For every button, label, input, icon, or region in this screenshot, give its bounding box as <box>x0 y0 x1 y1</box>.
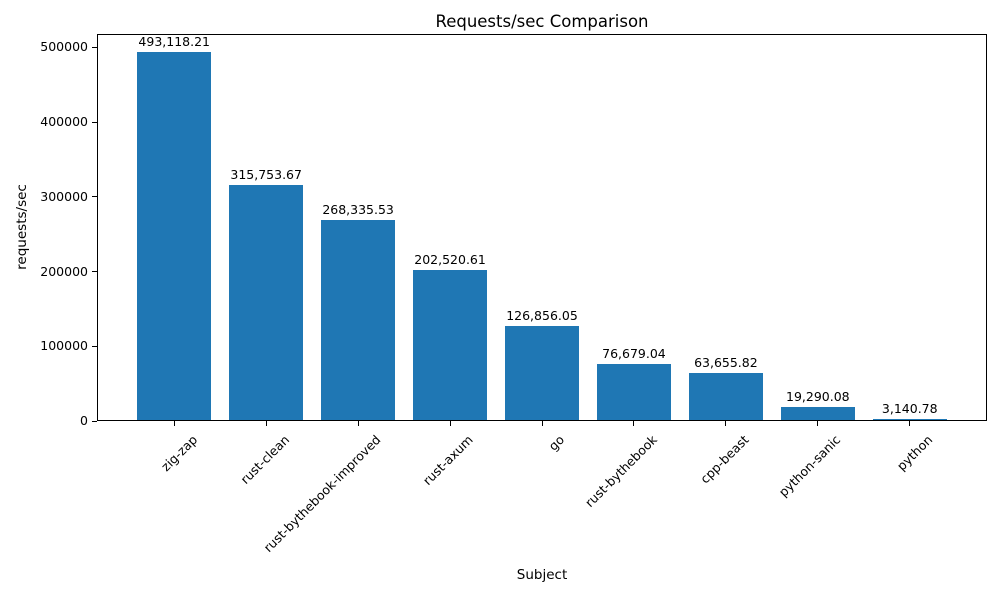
x-tick-mark <box>725 421 727 426</box>
bar-cpp-beast <box>689 373 763 421</box>
x-tick-label-python: python <box>893 432 936 474</box>
x-axis-label: Subject <box>516 567 568 583</box>
bar-python <box>872 418 947 421</box>
y-tick-label: 0 <box>80 413 88 428</box>
bar-value-label: 19,290.08 <box>786 388 850 404</box>
bar-value-label: 76,679.04 <box>602 345 666 361</box>
x-tick-label-zig-zap: zig-zap <box>157 432 200 475</box>
x-tick-label-rust-axum: rust-axum <box>419 432 476 488</box>
y-tick-mark <box>92 46 97 48</box>
x-tick-label-python-sanic: python-sanic <box>775 432 844 500</box>
x-tick-label-go: go <box>545 432 568 454</box>
bar-value-label: 63,655.82 <box>694 355 758 371</box>
bar-value-label: 268,335.53 <box>322 202 394 218</box>
x-tick-mark <box>909 421 911 426</box>
bar-rust-bythebook <box>597 363 671 421</box>
x-tick-mark <box>357 421 359 426</box>
bar-rust-bythebook-improved <box>321 220 395 421</box>
x-tick-label-rust-bythebook: rust-bythebook <box>581 432 660 511</box>
chart-title: Requests/sec Comparison <box>435 12 649 31</box>
bar-value-label: 493,118.21 <box>138 34 210 50</box>
x-tick-mark <box>173 421 175 426</box>
plot-area: 493,118.21 315,753.67 268,335.53 202,520.61… <box>97 34 987 421</box>
y-tick-label: 300000 <box>40 188 88 204</box>
y-tick-mark <box>92 271 97 272</box>
y-tick-mark <box>92 420 97 422</box>
y-tick-mark <box>92 121 97 123</box>
bar-value-label: 3,140.78 <box>881 400 938 416</box>
bar-value-label: 202,520.61 <box>414 251 486 267</box>
y-tick-label: 400000 <box>40 114 88 130</box>
bar-python-sanic <box>781 406 855 421</box>
y-tick-label: 500000 <box>40 39 88 55</box>
y-axis-label: requests/sec <box>14 184 30 270</box>
y-tick-label: 100000 <box>40 338 88 354</box>
x-tick-label-cpp-beast: cpp-beast <box>697 432 752 487</box>
bar-rust-clean <box>229 185 303 421</box>
bar-value-label: 126,856.05 <box>506 308 578 324</box>
x-tick-mark <box>265 421 267 426</box>
x-tick-mark <box>817 421 819 426</box>
x-tick-mark <box>541 421 543 426</box>
bar-rust-axum <box>413 269 487 421</box>
y-tick-mark <box>92 345 97 347</box>
bar-zig-zap <box>137 52 211 421</box>
x-tick-label-rust-clean: rust-clean <box>236 432 292 487</box>
bar-value-label: 315,753.67 <box>230 166 302 182</box>
x-tick-mark <box>633 421 635 426</box>
bar-go <box>505 326 579 421</box>
y-tick-label: 200000 <box>40 263 88 279</box>
x-tick-mark <box>449 421 451 426</box>
y-tick-mark <box>92 196 97 198</box>
